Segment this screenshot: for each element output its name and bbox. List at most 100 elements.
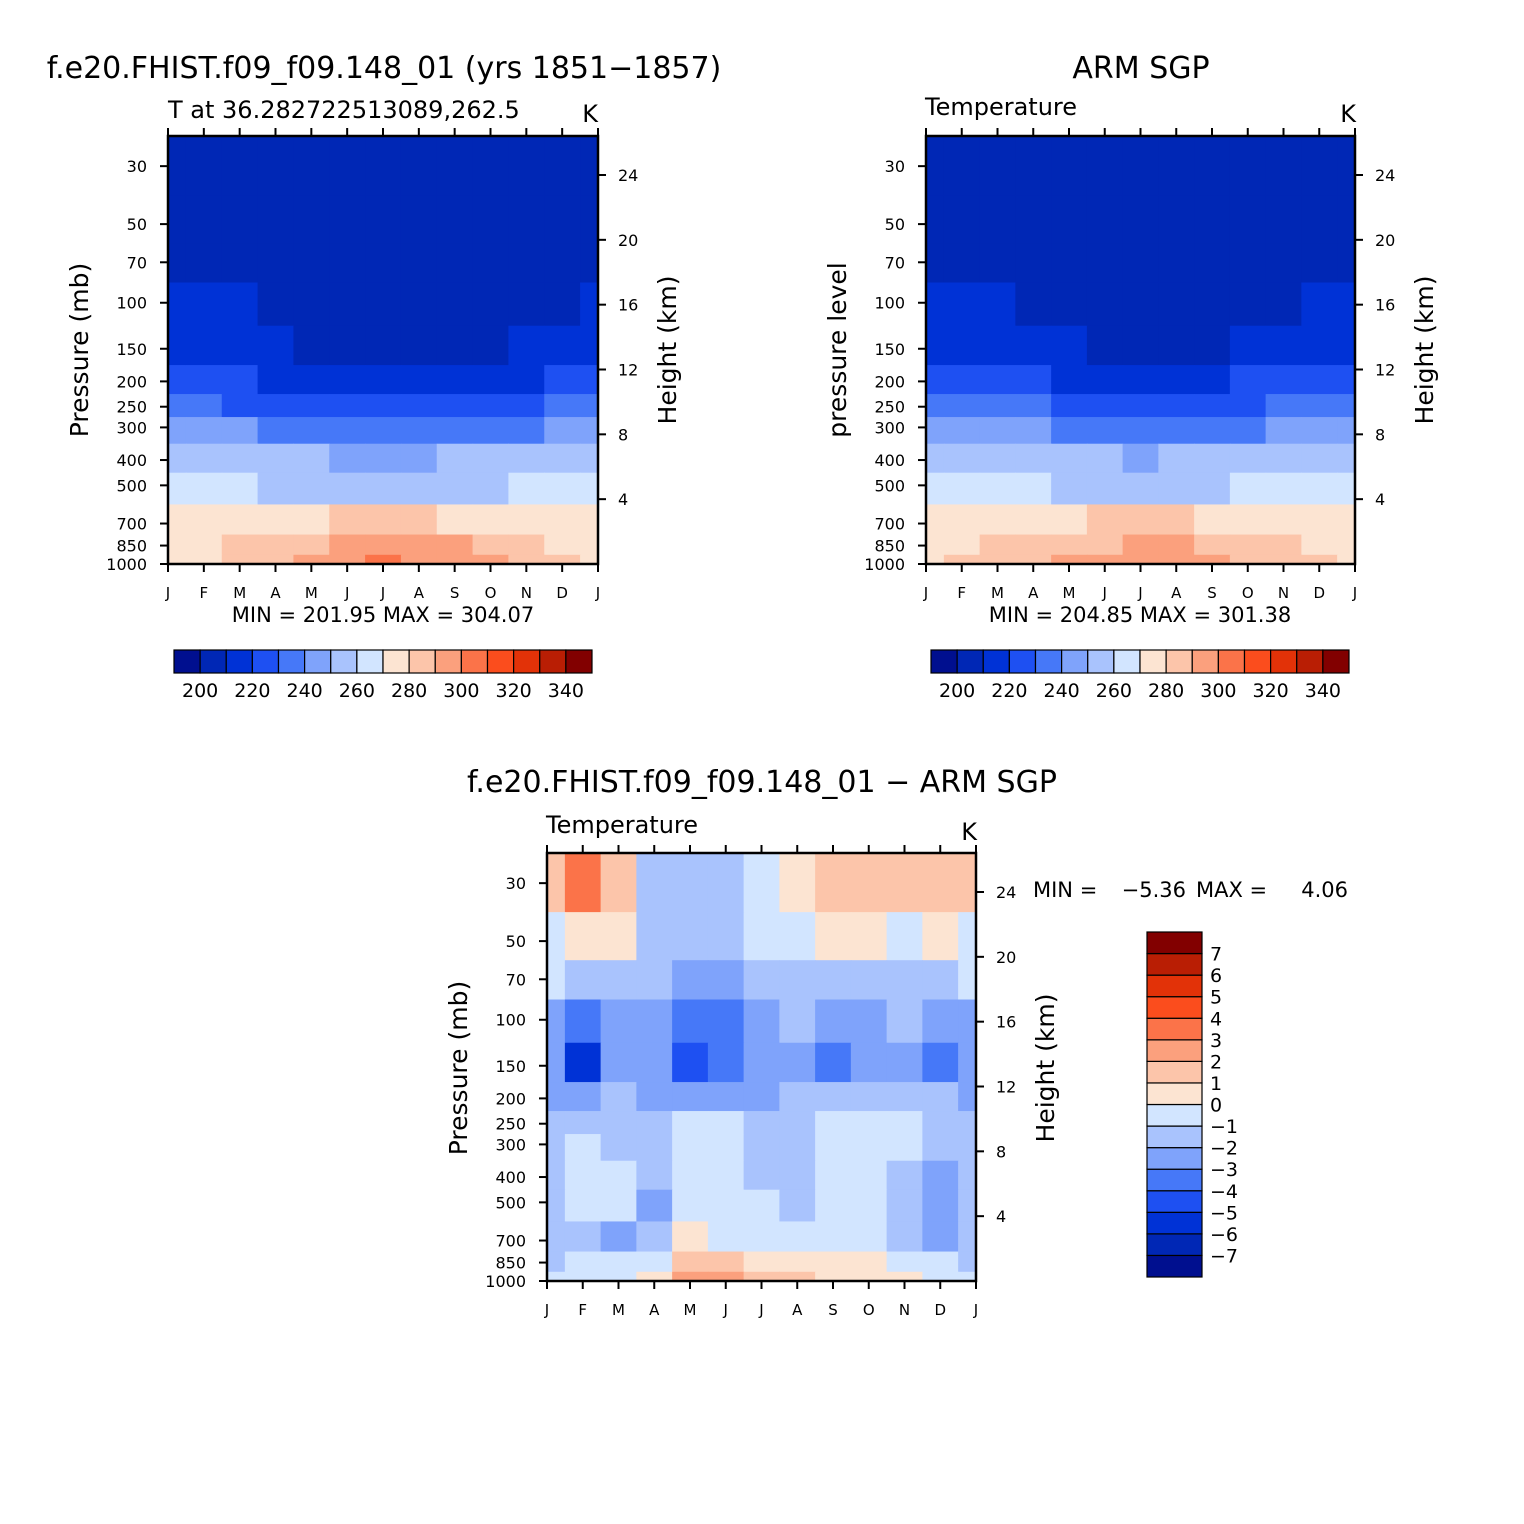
colorbar-box — [1034, 649, 1063, 674]
grid-cell — [436, 243, 474, 284]
grid-cell — [564, 960, 602, 1001]
grid-cell — [1122, 195, 1159, 244]
colorbar-label: 320 — [495, 680, 531, 702]
grid-cell — [1158, 282, 1195, 327]
grid-cell — [636, 1082, 673, 1112]
grid-cell — [1122, 282, 1159, 327]
grid-cell — [815, 1271, 852, 1281]
grid-cell — [707, 1111, 745, 1135]
grid-cell — [979, 243, 1016, 284]
grid-cell — [926, 243, 945, 284]
grid-cell — [672, 960, 709, 1001]
grid-cell — [1337, 365, 1355, 395]
grid-cell — [1051, 554, 1088, 564]
grid-cell — [1122, 243, 1159, 284]
grid-cell — [365, 282, 402, 327]
x-tick-label: S — [828, 1301, 838, 1319]
grid-cell — [580, 282, 598, 327]
x-tick-label: M — [991, 584, 1004, 602]
grid-cell — [886, 1134, 923, 1162]
y-tick-label: 30 — [506, 874, 526, 893]
panel-obs-colorbar: 200 220 240 260 280 300 320 340 — [930, 649, 1350, 702]
grid-cell — [850, 1251, 888, 1273]
grid-cell — [1194, 443, 1231, 474]
grid-cell — [958, 1082, 976, 1112]
grid-cell — [886, 1111, 923, 1135]
grid-cell — [1086, 394, 1124, 418]
grid-cell — [850, 853, 888, 913]
grid-cell — [1229, 282, 1267, 327]
y-tick-label: 700 — [495, 1232, 526, 1251]
x-tick-label: J — [758, 1301, 763, 1319]
grid-cell — [779, 1082, 816, 1112]
grid-cell — [707, 960, 745, 1001]
grid-cell — [1086, 365, 1124, 395]
grid-cell — [1158, 136, 1195, 196]
colorbar-label: 220 — [991, 680, 1027, 702]
colorbar-label: 340 — [548, 680, 584, 702]
grid-cell — [508, 325, 545, 366]
grid-cell — [472, 394, 510, 418]
colorbar-box — [1139, 649, 1167, 674]
grid-cell — [400, 554, 438, 564]
grid-cell — [1051, 195, 1088, 244]
height-tick-label: 12 — [1375, 360, 1395, 379]
colorbar-box — [486, 649, 515, 674]
grid-cell — [257, 417, 295, 445]
grid-cell — [1015, 504, 1052, 536]
grid-cell — [600, 1251, 637, 1273]
panel-obs-subtitle: Temperature — [924, 93, 1077, 121]
grid-cell — [1158, 534, 1195, 556]
grid-cell — [743, 999, 780, 1044]
grid-cell — [926, 417, 945, 445]
grid-cell — [221, 534, 259, 556]
grid-cell — [564, 1271, 602, 1281]
y-tick-label: 100 — [495, 1011, 526, 1030]
grid-cell — [1194, 365, 1231, 395]
colorbar-label: 0 — [1210, 1095, 1222, 1117]
grid-cell — [850, 912, 888, 961]
x-tick-label: J — [1352, 584, 1357, 602]
grid-cell — [185, 417, 223, 445]
grid-cell — [185, 554, 223, 564]
grid-cell — [221, 394, 259, 418]
grid-cell — [886, 1251, 923, 1273]
grid-cell — [580, 443, 598, 474]
grid-cell — [293, 365, 330, 395]
grid-cell — [1015, 534, 1052, 556]
grid-cell — [185, 394, 223, 418]
y-tick-label: 70 — [506, 970, 526, 989]
grid-cell — [1194, 394, 1231, 418]
grid-cell — [329, 472, 366, 506]
grid-cell — [257, 472, 295, 506]
grid-cell — [1158, 472, 1195, 506]
grid-cell — [743, 1189, 780, 1223]
grid-cell — [293, 394, 330, 418]
grid-cell — [1086, 554, 1124, 564]
grid-cell — [472, 325, 510, 366]
grid-cell — [1229, 243, 1267, 284]
grid-cell — [293, 136, 330, 196]
grid-cell — [400, 443, 438, 474]
x-tick-label: J — [544, 1301, 549, 1319]
grid-cell — [436, 417, 474, 445]
grid-cell — [886, 1042, 923, 1083]
grid-cell — [743, 1082, 780, 1112]
grid-cell — [168, 472, 187, 506]
grid-cell — [600, 912, 637, 961]
grid-cell — [672, 912, 709, 961]
grid-cell — [1229, 325, 1267, 366]
grid-cell — [168, 417, 187, 445]
colorbar-box — [1165, 649, 1193, 674]
grid-cell — [815, 1251, 852, 1273]
grid-cell — [400, 282, 438, 327]
y-tick-label: 250 — [495, 1115, 526, 1134]
grid-cell — [958, 1271, 976, 1281]
grid-cell — [743, 853, 780, 913]
panel-diff-ylabel: Pressure (mb) — [444, 981, 473, 1155]
grid-cell — [922, 1160, 959, 1191]
colorbar-box — [1146, 996, 1203, 1019]
y-tick-label: 200 — [495, 1089, 526, 1108]
grid-cell — [436, 365, 474, 395]
colorbar-label: −5 — [1210, 1202, 1238, 1224]
